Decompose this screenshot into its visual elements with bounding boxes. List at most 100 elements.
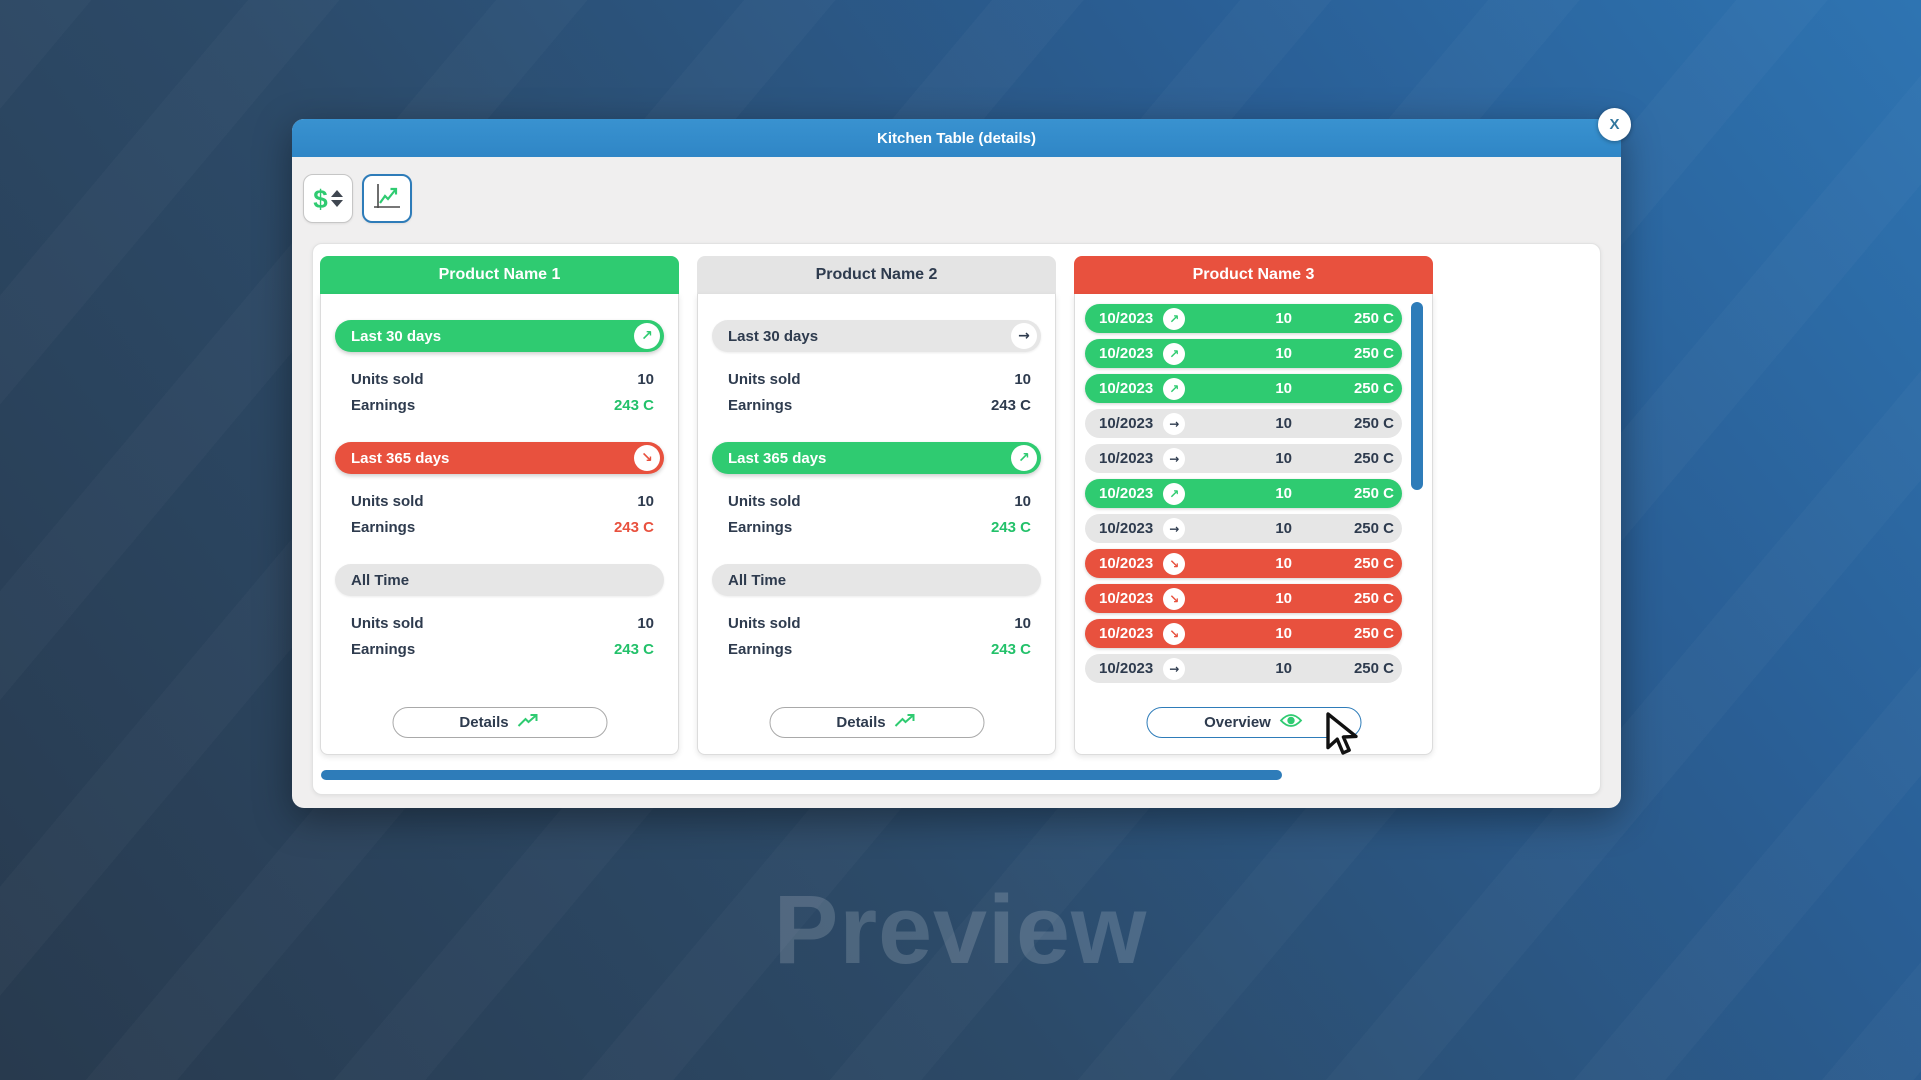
product-card-body: Last 30 days ↗ Units sold 10 Earnings 243 C La… (320, 294, 679, 755)
dollar-sort-icon: $ (313, 186, 343, 212)
period-label: Last 365 days (351, 449, 450, 467)
period-pill: All Time (335, 564, 664, 596)
stat-value: 10 (637, 614, 654, 632)
earnings-value: 250 C (1353, 590, 1394, 607)
close-icon: X (1609, 116, 1620, 133)
month-date: 10/2023 (1099, 660, 1154, 677)
stats-section: Last 30 days → Units sold 10 Earnings 243 C (712, 320, 1041, 418)
details-button[interactable]: Details (392, 707, 607, 738)
month-date: 10/2023 (1099, 380, 1154, 397)
month-row: 10/2023 ↗ 10 250 C (1085, 374, 1402, 403)
stats-section: Last 30 days ↗ Units sold 10 Earnings 243 C (335, 320, 664, 418)
month-row: 10/2023 ↘ 10 250 C (1085, 619, 1402, 648)
stat-label: Units sold (351, 614, 424, 632)
stat-label: Earnings (351, 396, 416, 414)
kitchen-table-dialog: Kitchen Table (details) X $ (292, 108, 1631, 808)
units-value: 10 (1275, 555, 1292, 572)
month-row: 10/2023 → 10 250 C (1085, 514, 1402, 543)
earnings-value: 250 C (1353, 415, 1394, 432)
stat-row: Earnings 243 C (712, 636, 1041, 662)
eye-icon (1280, 713, 1303, 732)
stat-label: Earnings (728, 396, 793, 414)
product-card: Product Name 2 Last 30 days → Units sold 10 E… (697, 256, 1056, 755)
stat-label: Earnings (728, 640, 793, 658)
period-label: All Time (728, 571, 787, 589)
trend-flat-icon: → (1163, 657, 1186, 680)
month-row: 10/2023 ↗ 10 250 C (1085, 479, 1402, 508)
stat-row: Earnings 243 C (335, 392, 664, 418)
trend-down-icon: ↘ (1163, 622, 1186, 645)
stat-value: 10 (1014, 614, 1031, 632)
vertical-scrollbar[interactable] (1411, 302, 1423, 490)
month-date: 10/2023 (1099, 415, 1154, 432)
month-date: 10/2023 (1099, 450, 1154, 467)
month-row: 10/2023 → 10 250 C (1085, 654, 1402, 683)
stat-row: Earnings 243 C (712, 392, 1041, 418)
product-card: Product Name 3 10/2023 ↗ 10 250 C 10/2023 ↗ 10 2… (1074, 256, 1433, 755)
stat-row: Earnings 243 C (335, 514, 664, 540)
stat-value: 243 C (613, 640, 654, 658)
stat-value: 243 C (613, 396, 654, 414)
earnings-value: 250 C (1353, 380, 1394, 397)
period-label: Last 30 days (351, 327, 442, 345)
overview-button[interactable]: Overview (1146, 707, 1361, 738)
period-label: Last 365 days (728, 449, 827, 467)
stat-label: Units sold (728, 370, 801, 388)
stat-value: 243 C (990, 396, 1031, 414)
period-label: Last 30 days (728, 327, 819, 345)
stat-row: Units sold 10 (335, 366, 664, 392)
period-pill: All Time (712, 564, 1041, 596)
month-date: 10/2023 (1099, 345, 1154, 362)
units-value: 10 (1275, 345, 1292, 362)
product-card: Product Name 1 Last 30 days ↗ Units sold 10 E… (320, 256, 679, 755)
trend-up-icon: ↗ (1163, 342, 1186, 365)
earnings-value: 250 C (1353, 555, 1394, 572)
product-card-header: Product Name 3 (1074, 256, 1433, 294)
month-date: 10/2023 (1099, 310, 1154, 327)
trend-flat-icon: → (1011, 323, 1037, 349)
stat-label: Units sold (728, 492, 801, 510)
earnings-value: 250 C (1353, 520, 1394, 537)
month-row: 10/2023 ↘ 10 250 C (1085, 549, 1402, 578)
earnings-value: 250 C (1353, 450, 1394, 467)
trend-chart-button[interactable] (362, 174, 412, 223)
units-value: 10 (1275, 415, 1292, 432)
stat-value: 243 C (990, 640, 1031, 658)
stat-row: Units sold 10 (712, 488, 1041, 514)
month-row: 10/2023 ↘ 10 250 C (1085, 584, 1402, 613)
stat-label: Earnings (351, 518, 416, 536)
earnings-value: 250 C (1353, 310, 1394, 327)
period-label: All Time (351, 571, 410, 589)
stat-row: Earnings 243 C (712, 514, 1041, 540)
month-row: 10/2023 ↗ 10 250 C (1085, 339, 1402, 368)
trend-chart-icon (372, 182, 402, 215)
earnings-value: 250 C (1353, 625, 1394, 642)
stats-section: Last 365 days ↘ Units sold 10 Earnings 243 C (335, 442, 664, 540)
details-button[interactable]: Details (769, 707, 984, 738)
trend-up-icon: ↗ (1011, 445, 1037, 471)
month-date: 10/2023 (1099, 520, 1154, 537)
units-value: 10 (1275, 450, 1292, 467)
stat-label: Earnings (728, 518, 793, 536)
stat-row: Earnings 243 C (335, 636, 664, 662)
units-value: 10 (1275, 590, 1292, 607)
stats-section: All Time Units sold 10 Earnings 243 C (335, 564, 664, 662)
currency-sort-button[interactable]: $ (303, 174, 353, 223)
stat-value: 10 (637, 370, 654, 388)
dialog-titlebar: Kitchen Table (details) (292, 119, 1621, 157)
stat-value: 243 C (613, 518, 654, 536)
horizontal-scrollbar[interactable] (321, 770, 1282, 780)
trend-down-icon: ↘ (1163, 552, 1186, 575)
stat-row: Units sold 10 (335, 610, 664, 636)
month-date: 10/2023 (1099, 590, 1154, 607)
stat-label: Units sold (728, 614, 801, 632)
product-card-body: 10/2023 ↗ 10 250 C 10/2023 ↗ 10 250 C 10/2023 ↗ 10… (1074, 294, 1433, 755)
stat-value: 10 (1014, 492, 1031, 510)
close-button[interactable]: X (1598, 108, 1631, 141)
stats-section: Last 365 days ↗ Units sold 10 Earnings 243 C (712, 442, 1041, 540)
stat-row: Units sold 10 (712, 610, 1041, 636)
action-label: Details (836, 714, 886, 731)
trend-up-icon: ↗ (634, 323, 660, 349)
trend-down-icon: ↘ (1163, 587, 1186, 610)
